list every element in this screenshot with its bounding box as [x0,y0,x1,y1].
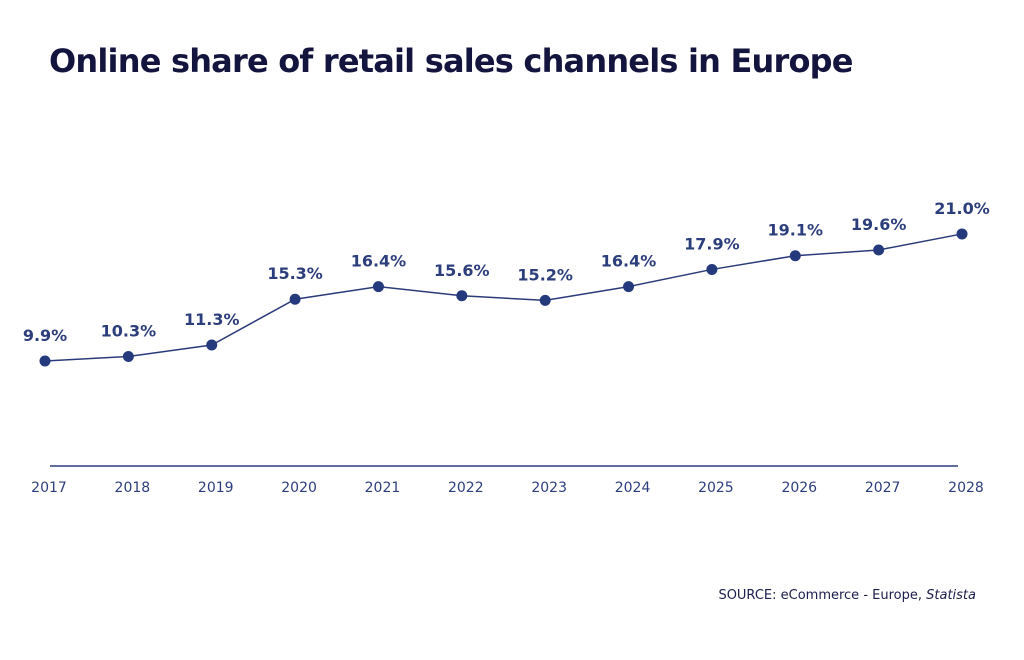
x-tick-2018: 2018 [115,480,151,496]
x-tick-2025: 2025 [698,480,734,496]
data-point-2019 [206,339,218,351]
x-tick-2026: 2026 [781,480,817,496]
data-label-2018: 10.3% [101,321,157,340]
data-label-2017: 9.9% [23,326,67,345]
x-tick-2022: 2022 [448,480,484,496]
data-label-2021: 16.4% [351,252,407,271]
x-tick-2027: 2027 [865,480,901,496]
x-tick-2019: 2019 [198,480,234,496]
data-label-2019: 11.3% [184,310,240,329]
source-note: SOURCE: eCommerce - Europe, Statista [718,588,976,603]
x-tick-2021: 2021 [365,480,401,496]
x-tick-2023: 2023 [531,480,567,496]
data-point-2027 [873,244,885,256]
series-line [44,233,963,362]
data-point-2018 [122,350,134,362]
data-label-2027: 19.6% [851,215,907,234]
data-points [39,228,968,367]
data-label-2024: 16.4% [601,252,657,271]
data-label-2025: 17.9% [684,234,740,253]
source-publisher: Statista [926,588,976,603]
data-point-2025 [706,263,718,275]
x-tick-2024: 2024 [615,480,651,496]
data-point-2023 [539,294,551,306]
x-tick-2017: 2017 [31,480,67,496]
chart-title: Online share of retail sales channels in… [49,42,853,80]
data-point-2020 [289,293,301,305]
data-label-2028: 21.0% [934,199,990,218]
data-point-2017 [39,355,51,367]
x-tick-2020: 2020 [281,480,317,496]
data-label-2020: 15.3% [267,264,323,283]
data-point-2024 [623,281,635,293]
data-label-2026: 19.1% [768,221,824,240]
data-label-2022: 15.6% [434,261,490,280]
data-labels: 9.9% 10.3% 11.3% 15.3% 16.4% 15.6% 15.2% 16.4% 1… [23,199,990,345]
data-point-2028 [956,228,968,240]
line-chart: 9.9% 10.3% 11.3% 15.3% 16.4% 15.6% 15.2% 16.4% 1… [23,199,990,496]
data-point-2026 [789,250,801,262]
source-prefix: SOURCE: eCommerce - Europe, [718,588,927,603]
data-point-2022 [456,290,468,302]
x-tick-labels: 2017 2018 2019 2020 2021 2022 2023 2024 2025 2026… [31,480,984,496]
data-point-2021 [372,281,384,293]
x-tick-2028: 2028 [948,480,984,496]
data-label-2023: 15.2% [517,265,573,284]
